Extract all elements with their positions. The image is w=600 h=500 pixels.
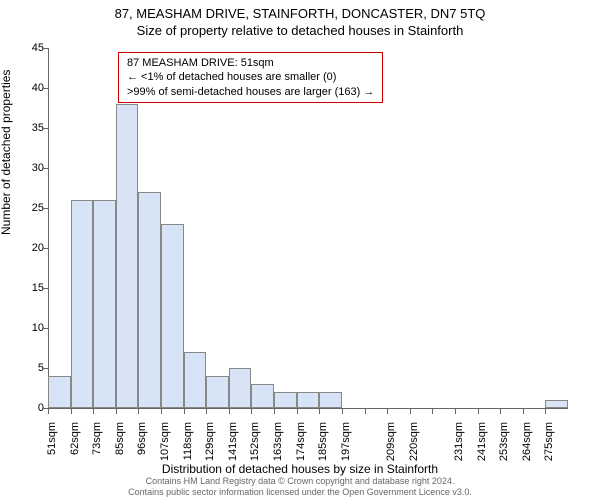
footer-credits: Contains HM Land Registry data © Crown c… <box>0 476 600 498</box>
histogram-bar <box>251 384 274 408</box>
x-tick <box>387 408 388 414</box>
y-tick-label: 40 <box>14 82 44 94</box>
x-tick <box>138 408 139 414</box>
y-tick-label: 10 <box>14 322 44 334</box>
y-tick-label: 0 <box>14 402 44 414</box>
footer-line: Contains HM Land Registry data © Crown c… <box>0 476 600 487</box>
x-tick <box>455 408 456 414</box>
x-tick <box>48 408 49 414</box>
x-tick <box>71 408 72 414</box>
histogram-bar <box>161 224 184 408</box>
y-tick-label: 5 <box>14 362 44 374</box>
x-tick <box>410 408 411 414</box>
annotation-line: 87 MEASHAM DRIVE: 51sqm <box>127 56 374 70</box>
x-tick <box>523 408 524 414</box>
histogram-bar <box>116 104 139 408</box>
y-tick-label: 25 <box>14 202 44 214</box>
annotation-line: ← <1% of detached houses are smaller (0) <box>127 70 374 84</box>
histogram-bar <box>138 192 161 408</box>
histogram-bar <box>48 376 71 408</box>
x-tick <box>319 408 320 414</box>
x-tick <box>251 408 252 414</box>
x-tick <box>500 408 501 414</box>
title-sub: Size of property relative to detached ho… <box>0 21 600 38</box>
x-tick <box>478 408 479 414</box>
x-tick <box>342 408 343 414</box>
x-tick <box>206 408 207 414</box>
y-tick-label: 20 <box>14 242 44 254</box>
histogram-bar <box>71 200 94 408</box>
histogram-bar <box>545 400 568 408</box>
x-tick <box>297 408 298 414</box>
histogram-bar <box>206 376 229 408</box>
histogram-bar <box>297 392 320 408</box>
x-tick <box>116 408 117 414</box>
title-main: 87, MEASHAM DRIVE, STAINFORTH, DONCASTER… <box>0 0 600 21</box>
annotation-callout: 87 MEASHAM DRIVE: 51sqm ← <1% of detache… <box>118 52 383 103</box>
annotation-line: >99% of semi-detached houses are larger … <box>127 85 374 99</box>
x-tick <box>93 408 94 414</box>
y-tick-label: 45 <box>14 42 44 54</box>
histogram-bar <box>229 368 252 408</box>
chart-container: 87, MEASHAM DRIVE, STAINFORTH, DONCASTER… <box>0 0 600 500</box>
x-tick <box>545 408 546 414</box>
x-axis-title: Distribution of detached houses by size … <box>0 462 600 476</box>
y-tick-label: 35 <box>14 122 44 134</box>
x-tick <box>184 408 185 414</box>
y-tick-label: 15 <box>14 282 44 294</box>
x-tick <box>229 408 230 414</box>
histogram-bar <box>274 392 297 408</box>
x-tick <box>365 408 366 414</box>
x-tick <box>274 408 275 414</box>
y-labels: 051015202530354045 <box>10 48 46 408</box>
x-labels: 51sqm62sqm73sqm85sqm96sqm107sqm118sqm129… <box>48 408 568 458</box>
histogram-bar <box>319 392 342 408</box>
x-tick <box>161 408 162 414</box>
x-tick <box>432 408 433 414</box>
y-tick-label: 30 <box>14 162 44 174</box>
histogram-bar <box>184 352 207 408</box>
histogram-bar <box>93 200 116 408</box>
footer-line: Contains public sector information licen… <box>0 487 600 498</box>
